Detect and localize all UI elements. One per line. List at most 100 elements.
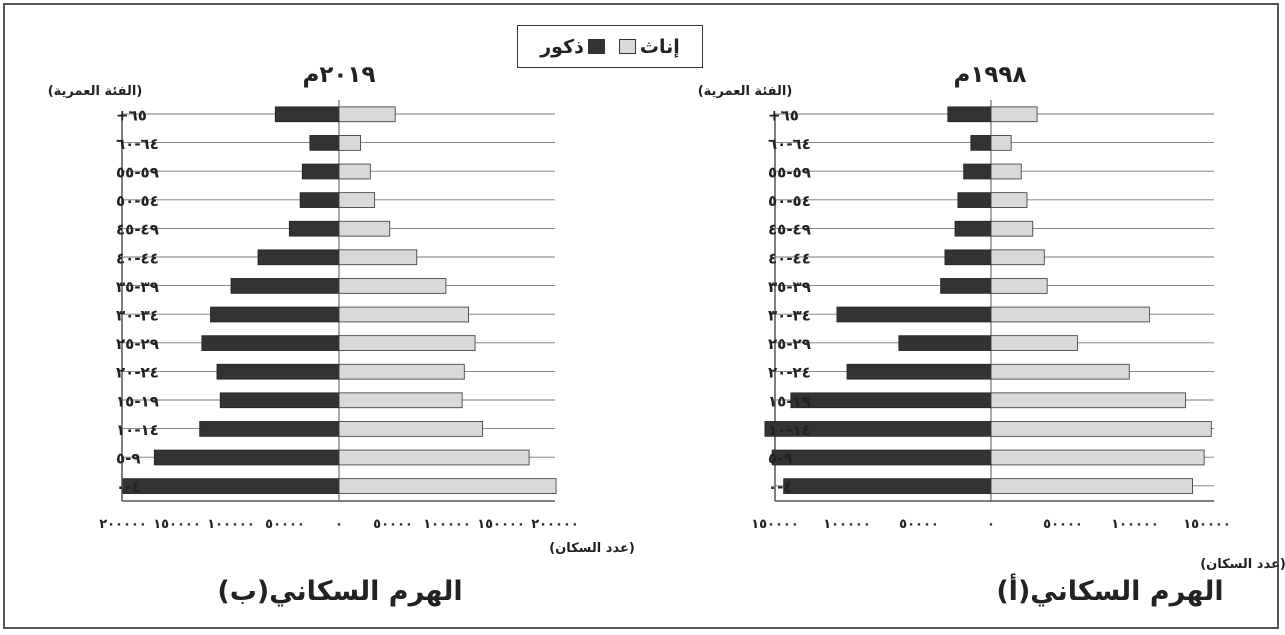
bar-male-a — [957, 192, 992, 208]
bar-female-b — [338, 135, 362, 151]
category-label-a: ٣٤-٣٠ — [768, 307, 811, 325]
category-label-b: ٥٤-٥٠ — [116, 192, 159, 210]
bar-male-a — [940, 278, 992, 294]
chart-subtitle-b: ٢٠١٩م — [302, 62, 375, 88]
category-label-b: ٣٤-٣٠ — [116, 307, 159, 325]
bar-male-b — [257, 249, 340, 266]
bar-male-a — [790, 392, 992, 409]
bar-female-a — [990, 306, 1150, 323]
x-tick-label-b: ١٥٠٠٠٠ — [477, 517, 525, 532]
bar-male-b — [309, 135, 340, 151]
y-axis-label-a: (الفئة العمرية) — [698, 84, 793, 99]
bar-male-a — [970, 135, 992, 151]
legend-male-swatch — [587, 39, 605, 54]
bar-female-b — [338, 278, 447, 294]
legend-item-male: ذكور — [540, 36, 605, 58]
bar-male-b — [230, 278, 340, 294]
bar-female-b — [338, 449, 530, 466]
x-tick-label-a: ١٥٠٠٠٠ — [1183, 517, 1231, 532]
bar-male-b — [274, 106, 340, 123]
category-label-a: ٣٩-٣٥ — [768, 278, 811, 296]
bar-male-a — [954, 220, 992, 237]
bar-male-b — [288, 220, 340, 237]
x-tick-label-b: ١٥٠٠٠٠ — [153, 517, 201, 532]
bar-female-a — [990, 478, 1194, 494]
bar-male-b — [299, 192, 340, 208]
category-label-b: ١٩-١٥ — [116, 392, 159, 410]
bar-female-b — [338, 335, 476, 351]
category-label-b: ٤-٠ — [116, 478, 141, 496]
x-tick-label-a: ٥٠٠٠٠ — [899, 517, 939, 532]
category-label-b: ٩-٥ — [116, 450, 141, 468]
bar-female-b — [338, 163, 371, 180]
category-label-b: ٤٩-٤٥ — [116, 221, 159, 239]
category-label-a: ٤٤-٤٠ — [768, 249, 811, 267]
category-label-a: ١٤-١٠ — [768, 421, 811, 439]
bar-male-b — [301, 163, 340, 180]
y-axis-label-b: (الفئة العمرية) — [48, 84, 143, 99]
category-label-a: ٢٩-٢٥ — [768, 335, 811, 353]
bar-female-a — [990, 163, 1022, 180]
bar-male-b — [122, 478, 340, 494]
x-tick-label-b: ٢٠٠٠٠٠ — [531, 517, 579, 532]
category-label-a: ١٩-١٥ — [768, 392, 811, 410]
x-tick-label-a: ١٠٠٠٠٠ — [1111, 517, 1159, 532]
x-tick-label-b: ٥٠٠٠٠ — [265, 517, 305, 532]
bar-male-a — [783, 478, 992, 494]
bar-female-b — [338, 306, 470, 323]
bar-female-b — [338, 192, 376, 208]
bar-female-a — [990, 449, 1205, 466]
bar-female-b — [338, 392, 463, 409]
bar-male-b — [219, 392, 340, 409]
category-label-a: ٢٤-٢٠ — [768, 364, 811, 382]
bar-male-a — [846, 363, 992, 380]
legend-female-swatch — [618, 39, 636, 54]
bar-female-b — [338, 363, 465, 380]
x-tick-label-a: ١٠٠٠٠٠ — [823, 517, 871, 532]
bar-female-a — [990, 249, 1045, 266]
bar-female-a — [990, 192, 1028, 208]
category-label-a: ٥٤-٥٠ — [768, 192, 811, 210]
x-tick-label-b: ٢٠٠٠٠٠ — [99, 517, 147, 532]
bar-male-b — [153, 449, 340, 466]
legend-item-female: إناث — [618, 35, 680, 58]
bar-female-a — [990, 135, 1012, 151]
category-label-a: ٤-٠ — [768, 478, 793, 496]
bar-male-a — [771, 449, 992, 466]
bar-female-b — [338, 421, 484, 437]
bar-male-a — [947, 106, 992, 123]
legend-female-label: إناث — [639, 35, 680, 58]
bar-male-b — [216, 363, 340, 380]
chart-title-a: الهرم السكاني(أ) — [996, 573, 1223, 607]
x-axis-label-a: (عدد السكان) — [1200, 557, 1285, 572]
bar-female-a — [990, 278, 1048, 294]
bar-male-a — [898, 335, 992, 351]
bar-female-b — [338, 478, 557, 494]
bar-male-a — [963, 163, 992, 180]
category-label-a: ٥٩-٥٥ — [768, 164, 811, 182]
category-label-a: ٤٩-٤٥ — [768, 221, 811, 239]
chart-title-b: الهرم السكاني(ب) — [217, 576, 462, 607]
legend-male-label: ذكور — [540, 35, 584, 58]
bar-female-a — [990, 106, 1038, 123]
bar-male-b — [201, 335, 340, 351]
category-label-b: ٥٩-٥٥ — [116, 164, 159, 182]
bar-female-a — [990, 335, 1078, 351]
category-label-b: ٣٩-٣٥ — [116, 278, 159, 296]
bar-female-b — [338, 249, 418, 266]
x-tick-label-a: ٥٠٠٠٠ — [1043, 517, 1083, 532]
category-label-b: ٢٤-٢٠ — [116, 364, 159, 382]
category-label-b: ٦٥+ — [116, 106, 147, 124]
x-tick-label-a: ٠ — [987, 517, 995, 532]
category-label-a: ٦٤-٦٠ — [768, 135, 811, 153]
bar-female-a — [990, 220, 1034, 237]
bar-female-a — [990, 363, 1130, 380]
x-tick-label-b: ٥٠٠٠٠ — [373, 517, 413, 532]
category-label-a: ٦٥+ — [768, 106, 799, 124]
bar-male-a — [836, 306, 992, 323]
bar-female-b — [338, 106, 396, 123]
category-label-b: ١٤-١٠ — [116, 421, 159, 439]
category-label-b: ٦٤-٦٠ — [116, 135, 159, 153]
bar-female-b — [338, 220, 391, 237]
